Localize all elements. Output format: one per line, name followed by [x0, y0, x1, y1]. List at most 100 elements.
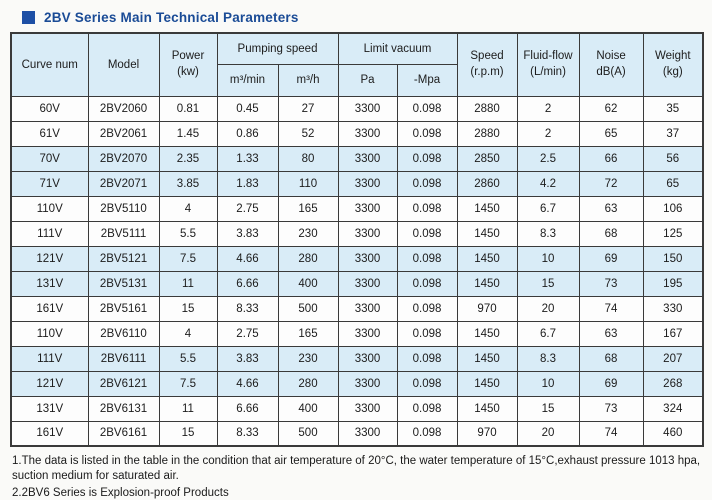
cell-pumping-m3h: 165	[277, 195, 339, 222]
cell-model: 2BV2070	[87, 145, 160, 172]
cell-speed-rpm: 1450	[456, 395, 518, 422]
cell-pumping-m3h: 500	[277, 420, 339, 447]
header-model: Model	[87, 32, 160, 97]
cell-speed-rpm: 1450	[456, 245, 518, 272]
cell-model: 2BV5131	[87, 270, 160, 297]
cell-pumping-m3min: 6.66	[216, 270, 279, 297]
cell-fluid-flow: 20	[516, 295, 580, 322]
cell-speed-rpm: 2850	[456, 145, 518, 172]
table-row: 131V 2BV6131 11 6.66 400 3300 0.098 1450 15 73 324	[10, 395, 704, 422]
cell-fluid-flow: 8.3	[516, 345, 580, 372]
cell-noise-db: 65	[578, 120, 644, 147]
table-row: 70V 2BV2070 2.35 1.33 80 3300 0.098 2850 2.5 66 56	[10, 145, 704, 172]
cell-pumping-m3min: 3.83	[216, 220, 279, 247]
header-weight-line1: Weight	[654, 50, 691, 63]
cell-vacuum-pa: 3300	[337, 170, 398, 197]
cell-curve-num: 70V	[10, 145, 89, 172]
cell-vacuum-mpa: 0.098	[396, 420, 458, 447]
cell-curve-num: 71V	[10, 170, 89, 197]
cell-weight-kg: 150	[642, 245, 704, 272]
cell-pumping-m3min: 3.83	[216, 345, 279, 372]
cell-pumping-m3min: 1.83	[216, 170, 279, 197]
cell-vacuum-mpa: 0.098	[396, 145, 458, 172]
cell-pumping-m3min: 0.45	[216, 95, 279, 122]
header-fluid-line2: (L/min)	[530, 65, 566, 78]
table-row: 161V 2BV6161 15 8.33 500 3300 0.098 970 20 74 460	[10, 420, 704, 447]
cell-vacuum-pa: 3300	[337, 195, 398, 222]
cell-fluid-flow: 2	[516, 120, 580, 147]
cell-pumping-m3min: 6.66	[216, 395, 279, 422]
cell-weight-kg: 106	[642, 195, 704, 222]
cell-model: 2BV6131	[87, 395, 160, 422]
cell-power-kw: 11	[158, 395, 218, 422]
cell-curve-num: 111V	[10, 220, 89, 247]
cell-power-kw: 7.5	[158, 245, 218, 272]
cell-weight-kg: 324	[642, 395, 704, 422]
header-pumping-speed: Pumping speed	[216, 32, 339, 65]
cell-pumping-m3h: 280	[277, 370, 339, 397]
cell-weight-kg: 330	[642, 295, 704, 322]
cell-weight-kg: 35	[642, 95, 704, 122]
cell-curve-num: 111V	[10, 345, 89, 372]
header-noise: Noise dB(A)	[578, 32, 644, 97]
cell-model: 2BV6111	[87, 345, 160, 372]
cell-vacuum-pa: 3300	[337, 395, 398, 422]
cell-pumping-m3min: 4.66	[216, 370, 279, 397]
section-title-bar: 2BV Series Main Technical Parameters	[22, 10, 702, 25]
cell-speed-rpm: 2860	[456, 170, 518, 197]
cell-vacuum-mpa: 0.098	[396, 95, 458, 122]
cell-speed-rpm: 1450	[456, 320, 518, 347]
cell-model: 2BV2060	[87, 95, 160, 122]
cell-pumping-m3h: 80	[277, 145, 339, 172]
cell-pumping-m3min: 8.33	[216, 295, 279, 322]
cell-vacuum-mpa: 0.098	[396, 295, 458, 322]
table-row: 60V 2BV2060 0.81 0.45 27 3300 0.098 2880 2 62 35	[10, 95, 704, 122]
cell-power-kw: 1.45	[158, 120, 218, 147]
cell-vacuum-mpa: 0.098	[396, 220, 458, 247]
cell-vacuum-pa: 3300	[337, 95, 398, 122]
cell-vacuum-pa: 3300	[337, 370, 398, 397]
header-fluid-flow: Fluid-flow (L/min)	[516, 32, 580, 97]
cell-curve-num: 61V	[10, 120, 89, 147]
cell-fluid-flow: 4.2	[516, 170, 580, 197]
cell-vacuum-mpa: 0.098	[396, 245, 458, 272]
cell-vacuum-pa: 3300	[337, 220, 398, 247]
cell-power-kw: 2.35	[158, 145, 218, 172]
cell-pumping-m3h: 110	[277, 170, 339, 197]
cell-speed-rpm: 970	[456, 295, 518, 322]
cell-fluid-flow: 15	[516, 395, 580, 422]
cell-pumping-m3h: 230	[277, 220, 339, 247]
cell-model: 2BV5161	[87, 295, 160, 322]
cell-fluid-flow: 10	[516, 245, 580, 272]
cell-pumping-m3min: 0.86	[216, 120, 279, 147]
cell-noise-db: 73	[578, 395, 644, 422]
header-weight-line2: (kg)	[662, 65, 683, 78]
table-row: 131V 2BV5131 11 6.66 400 3300 0.098 1450 15 73 195	[10, 270, 704, 297]
cell-vacuum-pa: 3300	[337, 120, 398, 147]
cell-fluid-flow: 10	[516, 370, 580, 397]
cell-speed-rpm: 2880	[456, 95, 518, 122]
cell-pumping-m3h: 165	[277, 320, 339, 347]
header-weight: Weight (kg)	[642, 32, 704, 97]
table-row: 111V 2BV5111 5.5 3.83 230 3300 0.098 1450 8.3 68 1…	[10, 220, 704, 247]
cell-vacuum-pa: 3300	[337, 145, 398, 172]
cell-curve-num: 161V	[10, 295, 89, 322]
cell-curve-num: 131V	[10, 395, 89, 422]
cell-power-kw: 15	[158, 295, 218, 322]
cell-curve-num: 60V	[10, 95, 89, 122]
cell-noise-db: 66	[578, 145, 644, 172]
cell-model: 2BV5110	[87, 195, 160, 222]
table-row: 61V 2BV2061 1.45 0.86 52 3300 0.098 2880 2 65 37	[10, 120, 704, 147]
cell-power-kw: 3.85	[158, 170, 218, 197]
footnote-1: 1.The data is listed in the table in the…	[12, 455, 701, 483]
cell-noise-db: 62	[578, 95, 644, 122]
header-power-line1: Power	[171, 50, 205, 63]
header-fluid-line1: Fluid-flow	[523, 50, 573, 63]
cell-pumping-m3min: 4.66	[216, 245, 279, 272]
cell-weight-kg: 37	[642, 120, 704, 147]
cell-curve-num: 131V	[10, 270, 89, 297]
table-row: 71V 2BV2071 3.85 1.83 110 3300 0.098 2860 4.2 72 6…	[10, 170, 704, 197]
cell-noise-db: 74	[578, 420, 644, 447]
title-bullet-square	[22, 11, 35, 24]
cell-pumping-m3h: 400	[277, 395, 339, 422]
